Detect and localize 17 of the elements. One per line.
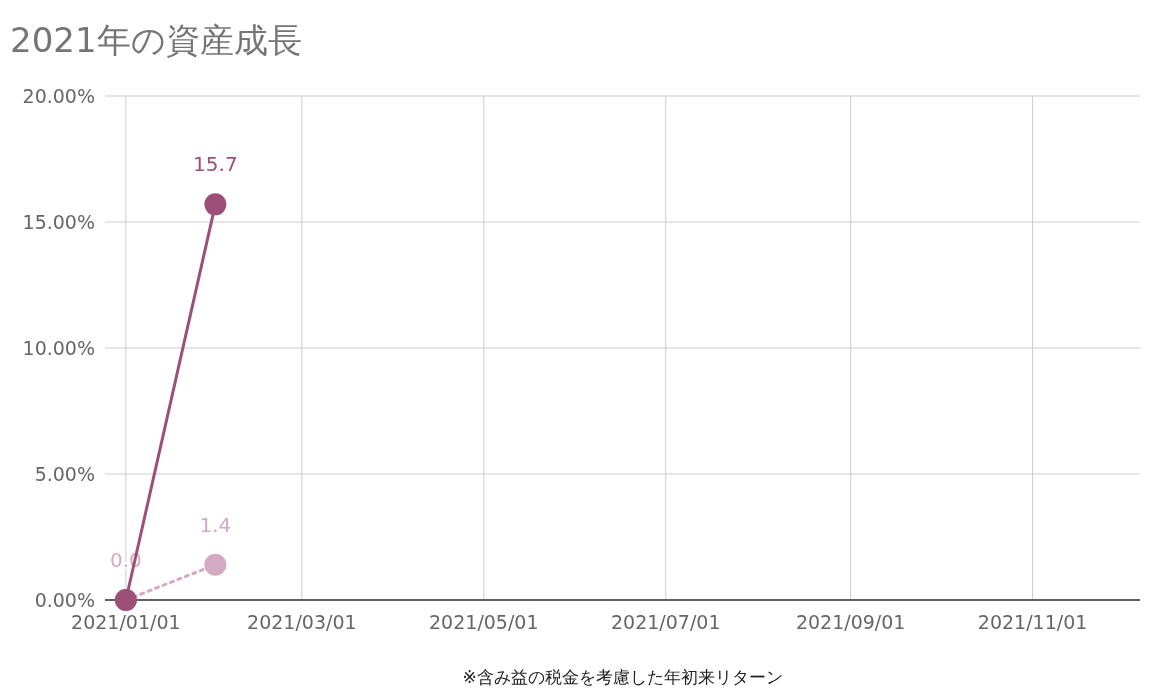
x-tick-label: 2021/01/01 (71, 611, 181, 633)
y-tick-label: 5.00% (34, 463, 95, 485)
x-tick-label: 2021/11/01 (977, 611, 1088, 633)
x-tick-label: 2021/05/01 (429, 611, 539, 633)
y-tick-label: 20.00% (22, 85, 95, 107)
point (204, 553, 227, 576)
y-tick-label: 10.00% (22, 337, 95, 359)
x-tick-label: 2021/07/01 (610, 611, 721, 633)
y-tick-label: 0.00% (34, 589, 95, 611)
chart-title: 2021年の資産成長 (10, 20, 302, 60)
x-tick-label: 2021/03/01 (247, 611, 357, 633)
text: ※含み益の税金を考慮した年初来リターン (462, 667, 783, 687)
y-tick-label: 15.00% (22, 211, 95, 233)
point (204, 193, 227, 216)
data-label: 15.7 (193, 152, 238, 177)
data-label: 1.4 (199, 512, 232, 537)
x-tick-label: 2021/09/01 (795, 611, 906, 633)
